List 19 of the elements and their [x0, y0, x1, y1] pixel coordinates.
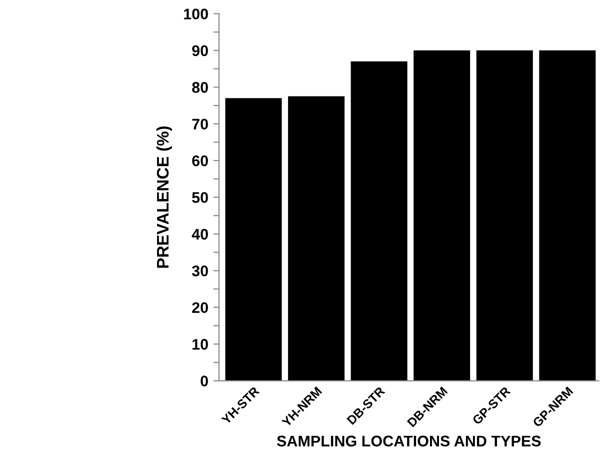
bar — [476, 50, 533, 381]
y-tick-label: 80 — [192, 82, 208, 93]
y-tick-label: 50 — [192, 192, 208, 203]
y-tick-label: 90 — [192, 45, 208, 56]
bar — [225, 98, 282, 381]
y-tick-label: 100 — [184, 8, 208, 20]
bar — [350, 61, 408, 381]
bar — [288, 96, 345, 381]
y-tick-label: 10 — [192, 338, 208, 350]
y-tick-label: 60 — [192, 155, 208, 166]
y-tick-label: 70 — [192, 118, 208, 130]
y-tick-label: 40 — [192, 228, 208, 240]
y-tick-label: 30 — [192, 266, 208, 276]
y-axis-title: PREVALENCE (%) — [156, 126, 172, 268]
x-axis-title: SAMPLING LOCATIONS AND TYPES — [276, 436, 541, 446]
y-tick-label: 20 — [192, 302, 208, 314]
bar — [539, 50, 596, 381]
y-tick-label: 0 — [200, 376, 208, 386]
bar — [414, 50, 470, 381]
